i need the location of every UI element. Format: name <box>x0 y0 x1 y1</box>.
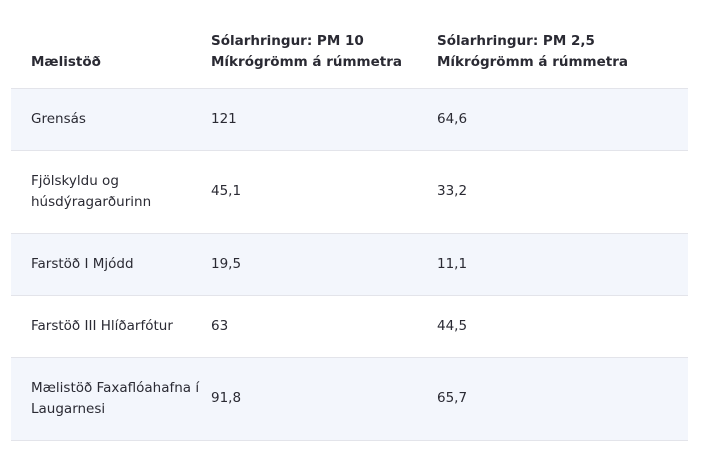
pm25-cell: 64,6 <box>437 88 688 151</box>
pm25-cell: 33,2 <box>437 150 688 234</box>
pm25-cell: 11,1 <box>437 233 688 296</box>
station-cell: Fjölskyldu og húsdýragarðurinn <box>11 150 211 234</box>
pm10-cell: 91,8 <box>211 357 437 441</box>
table-row: Grensás 121 64,6 <box>11 88 688 151</box>
header-station: Mælistöð <box>11 0 211 89</box>
pm10-cell: 121 <box>211 88 437 151</box>
pm10-cell: 45,1 <box>211 150 437 234</box>
header-pm10: Sólarhringur: PM 10 Míkrógrömm á rúmmetr… <box>211 0 437 89</box>
pm10-cell: 63 <box>211 295 437 358</box>
table-row: Fjölskyldu og húsdýragarðurinn 45,1 33,2 <box>11 150 688 234</box>
header-pm25: Sólarhringur: PM 2,5 Míkrógrömm á rúmmet… <box>437 0 688 89</box>
station-cell: Farstöð I Mjódd <box>11 233 211 296</box>
pm25-cell: 44,5 <box>437 295 688 358</box>
air-quality-table-container: Mælistöð Sólarhringur: PM 10 Míkrógrömm … <box>11 0 688 441</box>
station-cell: Farstöð III Hlíðarfótur <box>11 295 211 358</box>
table-header-row: Mælistöð Sólarhringur: PM 10 Míkrógrömm … <box>11 0 688 89</box>
station-cell: Grensás <box>11 88 211 151</box>
table-row: Farstöð I Mjódd 19,5 11,1 <box>11 233 688 296</box>
air-quality-table: Mælistöð Sólarhringur: PM 10 Míkrógrömm … <box>11 0 688 441</box>
table-row: Farstöð III Hlíðarfótur 63 44,5 <box>11 295 688 358</box>
table-row: Mælistöð Faxaflóahafna í Laugarnesi 91,8… <box>11 357 688 441</box>
pm10-cell: 19,5 <box>211 233 437 296</box>
station-cell: Mælistöð Faxaflóahafna í Laugarnesi <box>11 357 211 441</box>
pm25-cell: 65,7 <box>437 357 688 441</box>
